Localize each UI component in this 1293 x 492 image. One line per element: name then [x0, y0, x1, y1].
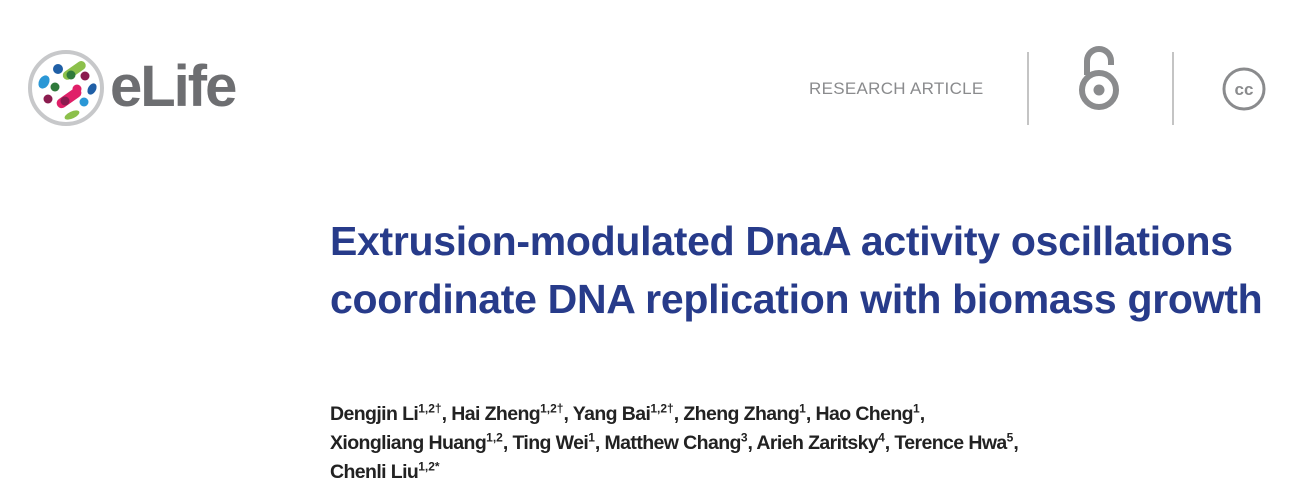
author-separator: , — [747, 432, 757, 454]
author-name: Matthew Chang — [604, 432, 742, 454]
author-name: Dengjin Li — [330, 403, 419, 425]
elife-logo-icon[interactable] — [27, 49, 105, 127]
author-affiliation: 1,2* — [418, 459, 440, 474]
author-affiliation: 1 — [588, 430, 595, 445]
author-name: Hai Zheng — [451, 403, 541, 425]
divider — [1172, 52, 1174, 125]
creative-commons-icon[interactable]: cc — [1221, 66, 1267, 112]
author-name: Xiongliang Huang — [330, 432, 487, 454]
author-affiliation: 1,2† — [418, 401, 442, 416]
author-separator: , — [1013, 432, 1019, 454]
author[interactable]: Hai Zheng1,2†, — [451, 401, 573, 426]
author-separator: , — [502, 432, 513, 454]
author-affiliation: 5 — [1006, 430, 1014, 445]
author[interactable]: Zheng Zhang1, — [683, 401, 816, 426]
author-separator: , — [563, 403, 573, 425]
author-affiliation: 1,2† — [540, 401, 564, 416]
author-affiliation: 3 — [740, 430, 748, 445]
divider — [1027, 52, 1029, 125]
author-affiliation: 1 — [799, 401, 806, 416]
author-separator: , — [594, 432, 605, 454]
author-name: Chenli Liu — [330, 461, 419, 483]
author-name: Ting Wei — [512, 432, 589, 454]
author-separator: , — [884, 432, 895, 454]
article-type-label: RESEARCH ARTICLE — [809, 79, 984, 98]
author-affiliation: 1,2† — [650, 401, 674, 416]
author-name: Terence Hwa — [894, 432, 1007, 454]
author-name: Zheng Zhang — [683, 403, 800, 425]
elife-logo-text[interactable]: eLife — [110, 54, 237, 119]
open-access-icon[interactable] — [1076, 45, 1122, 111]
author-affiliation: 1,2 — [486, 430, 503, 445]
author[interactable]: Ting Wei1, — [512, 430, 605, 455]
author[interactable]: Dengjin Li1,2†, — [330, 401, 452, 426]
author[interactable]: Yang Bai1,2†, — [572, 401, 684, 426]
author[interactable]: Terence Hwa5, — [894, 430, 1019, 455]
author-list: Dengjin Li1,2†, Hai Zheng1,2†, Yang Bai1… — [330, 400, 1270, 487]
author[interactable]: Matthew Chang3, — [604, 430, 757, 455]
author-separator: , — [919, 403, 925, 425]
author[interactable]: Arieh Zaritsky4, — [756, 430, 895, 455]
author[interactable]: Hao Cheng1, — [815, 401, 925, 426]
author-name: Hao Cheng — [815, 403, 913, 425]
author-affiliation: 4 — [878, 430, 885, 445]
cc-label: cc — [1235, 80, 1254, 99]
author-name: Yang Bai — [572, 403, 651, 425]
author-affiliation: 1 — [913, 401, 920, 416]
author[interactable]: Xiongliang Huang1,2, — [330, 430, 513, 455]
author[interactable]: Chenli Liu1,2* — [330, 459, 440, 484]
author-separator: , — [441, 403, 452, 425]
author-name: Arieh Zaritsky — [756, 432, 879, 454]
author-separator: , — [673, 403, 684, 425]
article-title: Extrusion-modulated DnaA activity oscill… — [330, 218, 1263, 322]
author-separator: , — [805, 403, 816, 425]
